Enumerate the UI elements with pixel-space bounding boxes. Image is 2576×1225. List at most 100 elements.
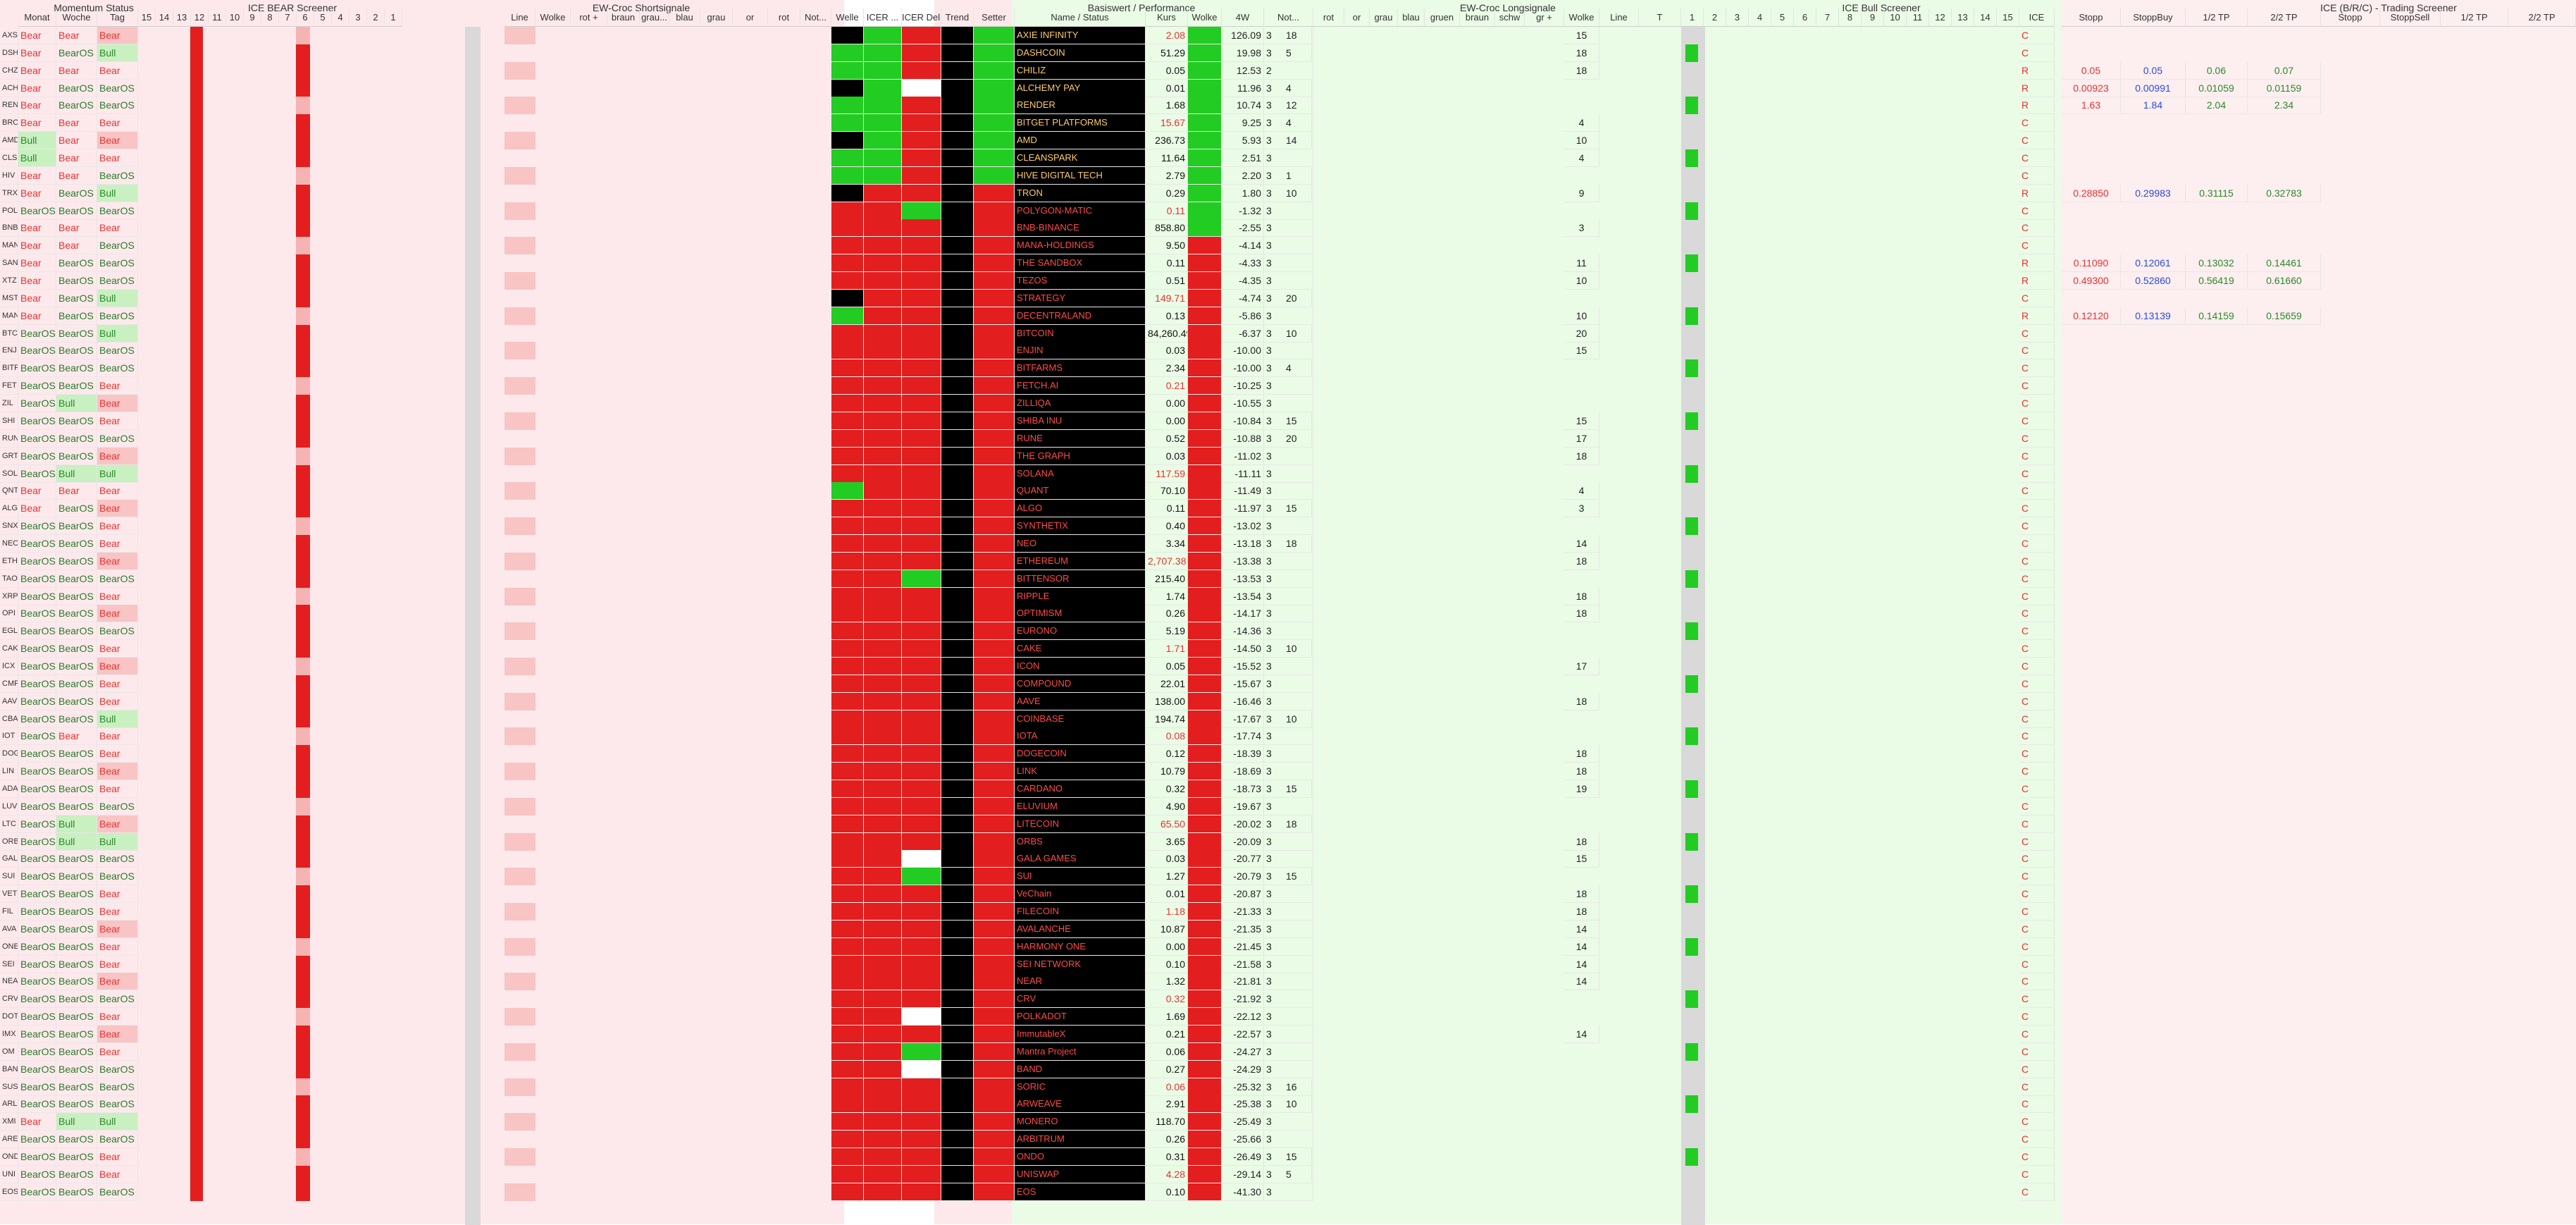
asset-name-cell[interactable]: ELUVIUM [1015,798,1146,815]
ice-bear-header-7[interactable]: 8 [261,8,279,27]
asset-name-cell[interactable]: STRATEGY [1015,290,1146,307]
ice-bull-header-7[interactable]: 8 [1839,8,1862,27]
asset-name-cell[interactable]: SOLANA [1015,465,1146,483]
asset-name-cell[interactable]: MONERO [1015,1113,1146,1131]
basis-header-8[interactable]: Wolke [1188,8,1222,27]
asset-name-cell[interactable]: ALGO [1015,500,1146,517]
ice-trading-header-1[interactable]: StoppBuy [2121,8,2186,27]
ice-bear-header-12[interactable]: 3 [349,8,367,27]
ice-bull-header-0[interactable]: 1 [1681,8,1704,27]
asset-name-cell[interactable]: CRV [1015,990,1146,1008]
asset-name-cell[interactable]: ONDO [1015,1148,1146,1166]
ew-long-header-4[interactable]: blau [1398,8,1425,27]
ice-trading-header-7[interactable]: 2/2 TP [2508,8,2576,27]
asset-name-cell[interactable]: POLYGON-MATIC [1015,202,1146,220]
asset-name-cell[interactable]: CHILIZ [1015,62,1146,80]
asset-name-cell[interactable]: AVALANCHE [1015,921,1146,938]
basis-header-3[interactable]: ICER Del... [902,8,941,27]
asset-name-cell[interactable]: CARDANO [1015,780,1146,798]
asset-name-cell[interactable]: CLEANSPARK [1015,149,1146,167]
ice-bear-header-2[interactable]: 13 [173,8,191,27]
ew-short-header-6[interactable]: grau [700,8,733,27]
asset-name-cell[interactable]: RENDER [1015,97,1146,114]
ice-bear-header-11[interactable]: 4 [332,8,349,27]
asset-name-cell[interactable]: ENJIN [1015,342,1146,359]
asset-name-cell[interactable]: CAKE [1015,640,1146,658]
ice-bull-header-1[interactable]: 2 [1704,8,1726,27]
asset-name-cell[interactable]: QUANT [1015,482,1146,500]
ice-bear-header-4[interactable]: 11 [209,8,226,27]
asset-name-cell[interactable]: LITECOIN [1015,815,1146,833]
basis-header-5[interactable]: Setter [974,8,1015,27]
ew-short-header-2[interactable]: rot + [571,8,607,27]
asset-name-cell[interactable]: BITGET PLATFORMS [1015,114,1146,132]
basis-header-2[interactable]: ICER ... [864,8,902,27]
ice-bear-header-3[interactable]: 12 [191,8,209,27]
ice-bull-header-5[interactable]: 6 [1794,8,1816,27]
basis-header-4[interactable]: Trend [941,8,974,27]
ice-bear-header-6[interactable]: 9 [244,8,261,27]
ice-trading-header-3[interactable]: 2/2 TP [2248,8,2321,27]
ice-trading-header-5[interactable]: StoppSell [2380,8,2441,27]
ice-bear-header-1[interactable]: 14 [156,8,173,27]
basis-header-9[interactable]: 4W [1222,8,1264,27]
ew-long-header-5[interactable]: gruen [1425,8,1460,27]
ice-bull-header-10[interactable]: 11 [1907,8,1929,27]
asset-name-cell[interactable]: BAND [1015,1061,1146,1078]
asset-name-cell[interactable]: AXIE INFINITY [1015,27,1146,44]
momentum-header-1[interactable]: Woche [56,8,97,27]
ice-bear-header-13[interactable]: 2 [367,8,385,27]
ew-short-header-8[interactable]: rot [768,8,800,27]
basis-header-6[interactable]: Name / Status [1015,8,1146,27]
asset-name-cell[interactable]: EURONO [1015,622,1146,640]
ice-trading-header-2[interactable]: 1/2 TP [2186,8,2248,27]
ew-long-header-6[interactable]: braun [1460,8,1495,27]
asset-name-cell[interactable]: SHIBA INU [1015,412,1146,430]
ew-short-header-0[interactable]: Line [504,8,535,27]
ice-bull-header-3[interactable]: 4 [1749,8,1771,27]
asset-name-cell[interactable]: FETCH.AI [1015,377,1146,395]
asset-name-cell[interactable]: SORIC [1015,1078,1146,1096]
ew-long-header-10[interactable]: Line [1599,8,1639,27]
ew-long-header-3[interactable]: grau [1370,8,1398,27]
ew-long-header-7[interactable]: schw [1495,8,1525,27]
asset-name-cell[interactable]: DECENTRALAND [1015,307,1146,325]
ew-short-header-1[interactable]: Wolke [535,8,571,27]
asset-name-cell[interactable]: NEAR [1015,973,1146,990]
asset-name-cell[interactable]: ARBITRUM [1015,1131,1146,1148]
asset-name-cell[interactable]: ZILLIQA [1015,395,1146,412]
asset-name-cell[interactable]: POLKADOT [1015,1008,1146,1026]
ice-bull-header-4[interactable]: 5 [1771,8,1794,27]
ice-bull-header-15[interactable]: ICE [2019,8,2055,27]
asset-name-cell[interactable]: Mantra Project [1015,1043,1146,1061]
asset-name-cell[interactable]: MANA-HOLDINGS [1015,237,1146,254]
asset-name-cell[interactable]: SEI NETWORK [1015,956,1146,973]
asset-name-cell[interactable]: GALA GAMES [1015,850,1146,868]
asset-name-cell[interactable]: SUI [1015,868,1146,885]
asset-name-cell[interactable]: AMD [1015,132,1146,149]
momentum-header-0[interactable]: Monat [18,8,56,27]
asset-name-cell[interactable]: HIVE DIGITAL TECH [1015,167,1146,185]
asset-name-cell[interactable]: SYNTHETIX [1015,517,1146,535]
basis-header-1[interactable]: Welle [831,8,864,27]
ice-trading-header-6[interactable]: 1/2 TP [2441,8,2508,27]
ice-trading-header-0[interactable]: Stopp [2062,8,2121,27]
asset-name-cell[interactable]: ORBS [1015,833,1146,851]
ice-bull-header-2[interactable]: 3 [1726,8,1749,27]
ice-bull-header-11[interactable]: 12 [1929,8,1952,27]
asset-name-cell[interactable]: TEZOS [1015,272,1146,290]
ice-bull-header-13[interactable]: 14 [1974,8,1997,27]
ice-bear-header-5[interactable]: 10 [226,8,244,27]
asset-name-cell[interactable]: RIPPLE [1015,588,1146,605]
asset-name-cell[interactable]: IOTA [1015,727,1146,745]
ice-bull-header-8[interactable]: 9 [1862,8,1884,27]
asset-name-cell[interactable]: LINK [1015,763,1146,780]
ice-bull-header-6[interactable]: 7 [1816,8,1839,27]
asset-name-cell[interactable]: EOS [1015,1183,1146,1201]
ew-short-header-3[interactable]: braun [607,8,640,27]
asset-name-cell[interactable]: ETHEREUM [1015,553,1146,570]
ew-short-header-7[interactable]: or [733,8,768,27]
asset-name-cell[interactable]: TRON [1015,185,1146,202]
ew-long-header-8[interactable]: gr + [1525,8,1564,27]
asset-name-cell[interactable]: ImmutableX [1015,1026,1146,1043]
